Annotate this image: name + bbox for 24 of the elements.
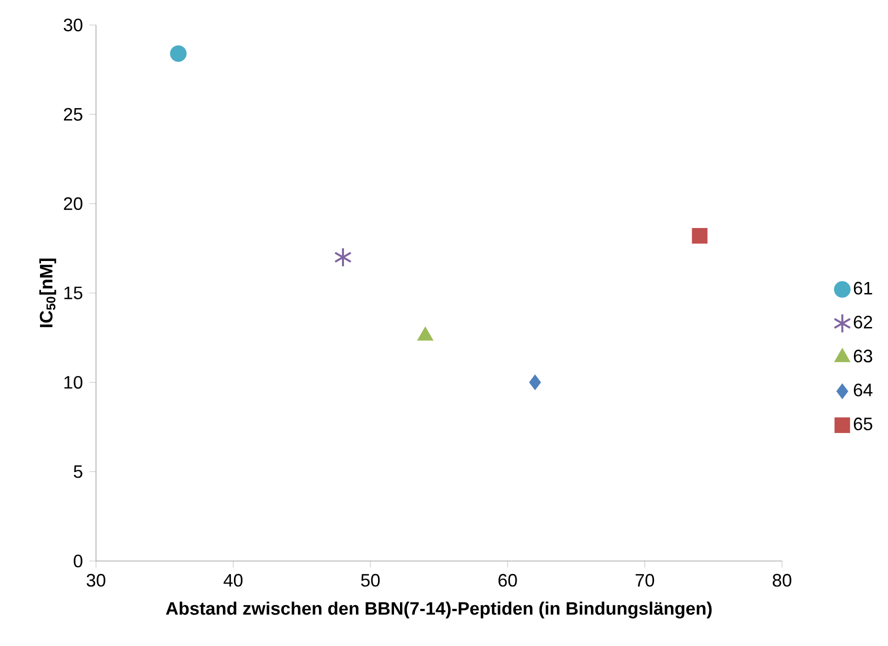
y-axis-title: IC$_{50}$[nM] xyxy=(39,258,56,328)
y-tick-label: 25 xyxy=(64,108,82,121)
x-tick-label: 80 xyxy=(772,574,792,587)
legend-label: 62 xyxy=(854,316,872,328)
x-tick-label: 60 xyxy=(498,574,517,587)
y-tick-label: 5 xyxy=(74,465,82,478)
x-tick-label: 40 xyxy=(224,574,243,587)
y-tick-label: 20 xyxy=(64,197,82,210)
y-tick-label: 30 xyxy=(64,18,82,32)
x-tick-label: 50 xyxy=(361,574,380,587)
x-axis-title: Abstand zwischen den BBN(7-14)-Peptiden (in Bindungslängen) xyxy=(166,602,712,618)
y-tick-label: 15 xyxy=(64,286,82,300)
point xyxy=(529,374,541,390)
point xyxy=(334,247,352,268)
legend-label: 64 xyxy=(854,384,872,396)
legend-label: 61 xyxy=(854,282,872,295)
point xyxy=(170,45,187,62)
x-tick-label: 70 xyxy=(636,574,654,587)
x-tick-label: 30 xyxy=(86,574,106,587)
point xyxy=(692,228,708,244)
y-tick-label: 0 xyxy=(74,554,82,568)
legend-label: 65 xyxy=(854,418,872,430)
legend-label: 63 xyxy=(854,350,872,362)
y-tick-label: 10 xyxy=(64,376,82,389)
